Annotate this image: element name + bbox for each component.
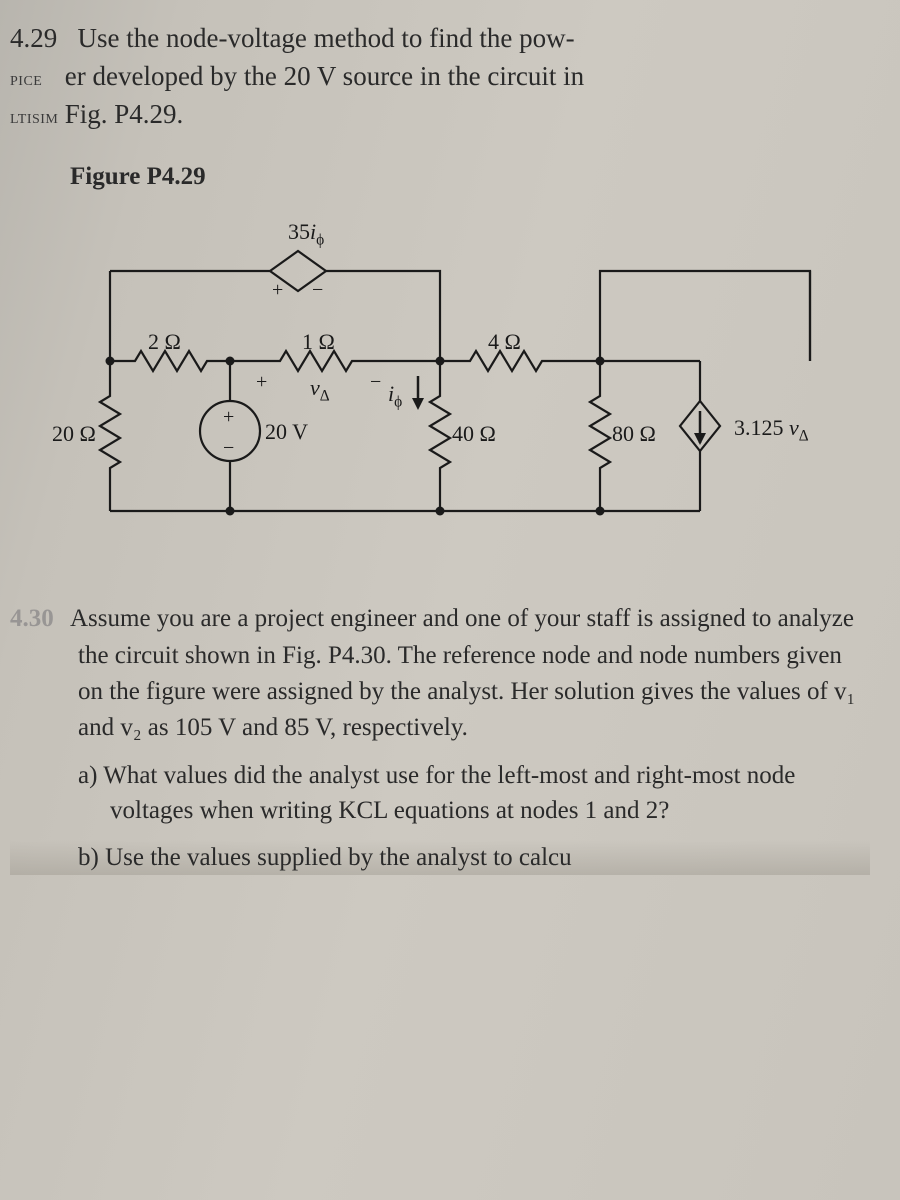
- margin-tag-pice: PICE: [10, 72, 58, 92]
- r-40ohm: 40 Ω: [452, 421, 496, 447]
- problem-4-30-text: 4.30Assume you are a project engineer an…: [10, 601, 870, 746]
- figure-label: Figure P4.29: [70, 163, 870, 191]
- ccvs-label: 35iϕ: [288, 219, 324, 249]
- r-2ohm: 2 Ω: [148, 329, 181, 355]
- problem-430-body: Assume you are a project engineer and on…: [70, 605, 855, 741]
- text-line-3: Fig. P4.29.: [65, 99, 184, 129]
- text-line-2: er developed by the 20 V source in the c…: [65, 61, 584, 91]
- problem-430-a: a) What values did the analyst use for t…: [10, 758, 870, 828]
- r-4ohm: 4 Ω: [488, 329, 521, 355]
- vsrc-minus: −: [223, 437, 234, 460]
- r-80ohm: 80 Ω: [612, 421, 656, 447]
- vdelta-plus: +: [256, 371, 267, 394]
- problem-430-b: b) Use the values supplied by the analys…: [10, 840, 870, 875]
- ccvs-plus: +: [272, 279, 283, 302]
- r-1ohm: 1 Ω: [302, 329, 335, 355]
- problem-number: 4.29: [10, 23, 57, 53]
- ccvs-minus: −: [312, 279, 323, 302]
- vdelta-minus: −: [370, 371, 381, 394]
- iphi-label: iϕ: [388, 381, 402, 411]
- vsrc-plus: +: [223, 406, 234, 429]
- vccs-label: 3.125 vΔ: [734, 415, 809, 445]
- text-line-1: Use the node-voltage method to find the …: [78, 23, 575, 53]
- vdelta-label: vΔ: [310, 375, 330, 405]
- r-20ohm: 20 Ω: [52, 421, 96, 447]
- vsrc-label: 20 V: [265, 419, 308, 445]
- problem-4-29-text: 4.29 Use the node-voltage method to find…: [10, 20, 870, 133]
- circuit-diagram: 35iϕ + − 2 Ω 1 Ω 4 Ω + vΔ − 20 Ω + − 20 …: [40, 201, 860, 541]
- textbook-page: 4.29 Use the node-voltage method to find…: [0, 0, 900, 1200]
- margin-tag-multisim: LTISIM: [10, 110, 58, 130]
- problem-430-number: 4.30: [10, 601, 70, 637]
